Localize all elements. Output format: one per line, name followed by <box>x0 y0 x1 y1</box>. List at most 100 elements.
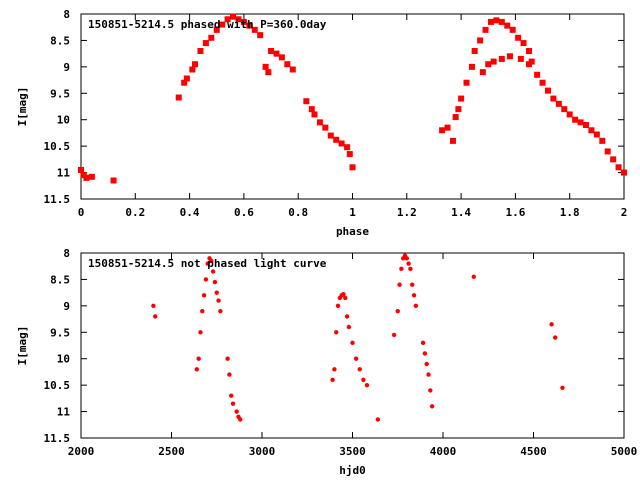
data-point <box>327 132 334 139</box>
y-axis-title: I[mag] <box>16 87 29 127</box>
data-point <box>482 26 489 33</box>
data-point <box>353 356 359 361</box>
y-tick-label: 11.5 <box>44 432 71 445</box>
data-point <box>278 54 285 61</box>
data-point <box>344 314 350 319</box>
x-tick-label: 5000 <box>611 445 638 458</box>
x-tick-label: 1.6 <box>505 206 525 219</box>
data-point <box>509 26 516 33</box>
data-point <box>553 335 558 340</box>
data-point <box>525 61 532 68</box>
data-point <box>452 114 459 121</box>
x-tick-label: 2 <box>621 206 628 219</box>
data-point <box>78 166 84 173</box>
data-point <box>289 66 296 73</box>
data-point <box>303 98 310 105</box>
data-point <box>229 393 234 398</box>
data-point <box>471 274 476 279</box>
data-point <box>181 79 188 86</box>
data-point <box>88 173 95 180</box>
data-point <box>593 131 600 138</box>
data-point <box>572 116 579 123</box>
y-tick-label: 10 <box>57 114 70 127</box>
y-tick-label: 8.5 <box>50 34 70 47</box>
data-point <box>192 61 199 68</box>
data-point <box>471 48 478 54</box>
data-point <box>311 111 318 118</box>
data-point <box>335 303 341 309</box>
x-tick-label: 2000 <box>68 445 95 458</box>
data-point <box>212 279 218 285</box>
data-point <box>375 417 381 422</box>
data-point <box>408 266 413 272</box>
data-point <box>189 66 196 73</box>
data-point <box>201 293 207 298</box>
data-point <box>213 26 220 33</box>
data-point <box>544 87 551 94</box>
data-point <box>439 127 446 134</box>
data-point <box>561 106 568 113</box>
data-point <box>183 75 190 82</box>
data-point <box>349 164 356 171</box>
data-point <box>555 100 562 107</box>
data-point <box>604 148 611 155</box>
data-point <box>429 404 435 409</box>
data-point <box>361 377 366 383</box>
x-tick-label: 0.8 <box>288 206 308 219</box>
data-point <box>210 269 216 274</box>
data-point <box>566 111 573 118</box>
unphased-light-curve-chart: 2000 2500 3000 3500 4000 4500 5000 8 8.5 9 9.5 10 10… <box>16 247 637 477</box>
plot-frame <box>80 252 625 439</box>
data-point <box>610 156 617 163</box>
data-point <box>490 58 497 65</box>
data-point <box>230 401 236 406</box>
data-point <box>549 322 554 327</box>
y-axis-title: I[mag] <box>16 326 29 366</box>
y-tick-label: 11.5 <box>44 193 71 206</box>
data-point <box>218 308 223 314</box>
y-tick-label: 9 <box>63 300 70 313</box>
data-point <box>391 332 397 338</box>
data-point <box>151 303 156 309</box>
data-point <box>539 79 546 86</box>
data-point <box>202 40 209 47</box>
data-point <box>240 18 247 25</box>
data-point <box>422 351 428 356</box>
data-point <box>341 292 346 297</box>
data-point <box>216 298 221 303</box>
data-point <box>200 308 205 314</box>
data-point <box>338 140 345 147</box>
data-point <box>410 282 415 287</box>
data-point <box>343 295 348 301</box>
data-point <box>334 330 339 335</box>
data-point <box>399 266 404 272</box>
x-tick-label: 1.4 <box>451 206 471 219</box>
data-point <box>468 63 475 70</box>
data-point <box>498 55 505 62</box>
data-point <box>333 136 340 143</box>
data-point <box>515 34 522 41</box>
data-point <box>560 385 565 390</box>
data-point <box>493 17 500 24</box>
data-point <box>251 26 258 33</box>
x-tick-label: 0.6 <box>234 206 254 219</box>
data-point <box>364 382 370 388</box>
data-point <box>487 18 494 25</box>
data-point <box>498 18 505 25</box>
data-point <box>208 34 215 41</box>
x-axis-title: hjd0 <box>339 464 366 477</box>
data-point <box>588 127 595 134</box>
y-tick-label: 10 <box>57 353 70 366</box>
x-tick-label: 0.4 <box>180 206 200 219</box>
data-point <box>599 137 606 144</box>
data-point <box>577 119 584 126</box>
data-point <box>449 137 456 144</box>
y-tick-label: 11 <box>57 167 71 180</box>
y-tick-label: 9.5 <box>50 87 70 100</box>
data-point <box>346 324 352 330</box>
data-point <box>308 106 315 113</box>
data-point <box>214 290 219 295</box>
data-point <box>411 293 417 298</box>
data-point <box>196 356 201 361</box>
